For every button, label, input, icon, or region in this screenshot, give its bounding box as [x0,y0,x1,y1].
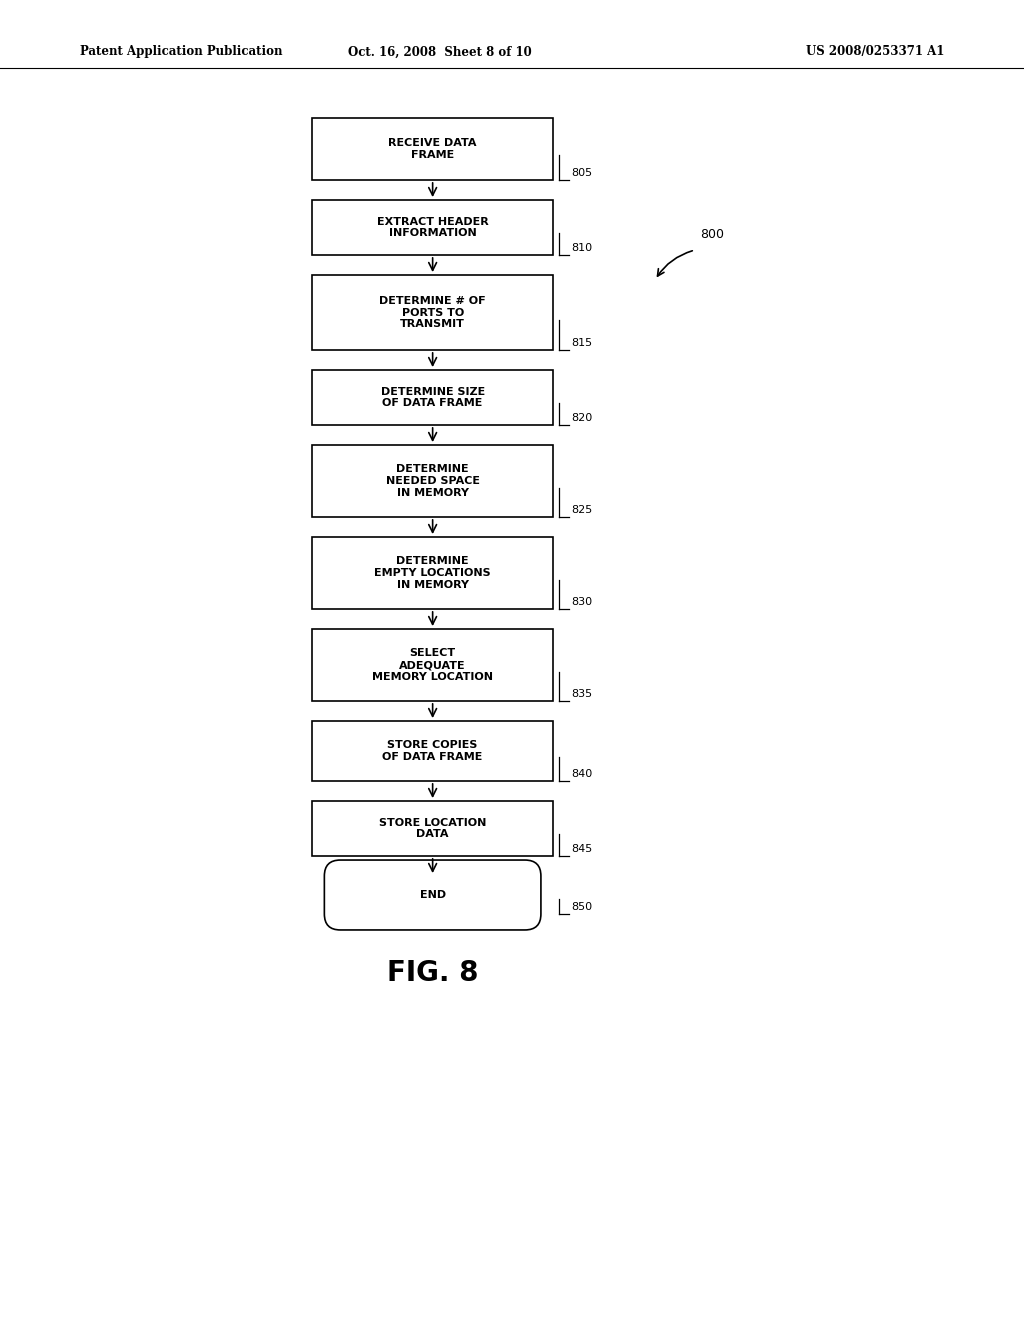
Text: 850: 850 [571,902,592,912]
Text: STORE COPIES
OF DATA FRAME: STORE COPIES OF DATA FRAME [382,741,483,762]
Bar [312,721,553,781]
Bar [312,801,553,855]
Text: US 2008/0253371 A1: US 2008/0253371 A1 [806,45,944,58]
Text: 830: 830 [571,597,592,607]
Text: SELECT
ADEQUATE
MEMORY LOCATION: SELECT ADEQUATE MEMORY LOCATION [372,648,494,681]
Bar [312,537,553,609]
Text: 800: 800 [700,228,724,242]
Text: 820: 820 [571,413,592,422]
Text: 810: 810 [571,243,592,253]
Text: DETERMINE
EMPTY LOCATIONS
IN MEMORY: DETERMINE EMPTY LOCATIONS IN MEMORY [375,557,490,590]
Text: END: END [420,890,445,900]
Text: 805: 805 [571,168,592,178]
Bar [312,117,553,180]
Text: FIG. 8: FIG. 8 [387,960,478,987]
Text: STORE LOCATION
DATA: STORE LOCATION DATA [379,817,486,840]
Text: DETERMINE # OF
PORTS TO
TRANSMIT: DETERMINE # OF PORTS TO TRANSMIT [379,296,486,329]
Text: 815: 815 [571,338,592,348]
Text: 845: 845 [571,843,592,854]
Text: 840: 840 [571,770,592,779]
Bar [312,201,553,255]
Text: DETERMINE
NEEDED SPACE
IN MEMORY: DETERMINE NEEDED SPACE IN MEMORY [386,465,479,498]
Text: DETERMINE SIZE
OF DATA FRAME: DETERMINE SIZE OF DATA FRAME [381,387,484,408]
FancyBboxPatch shape [325,861,541,931]
Text: 835: 835 [571,689,592,700]
Text: 825: 825 [571,506,592,515]
Text: RECEIVE DATA
FRAME: RECEIVE DATA FRAME [388,139,477,160]
Text: EXTRACT HEADER
INFORMATION: EXTRACT HEADER INFORMATION [377,216,488,239]
Bar [312,445,553,517]
Text: Patent Application Publication: Patent Application Publication [80,45,283,58]
Text: Oct. 16, 2008  Sheet 8 of 10: Oct. 16, 2008 Sheet 8 of 10 [348,45,532,58]
Bar [312,370,553,425]
Bar [312,275,553,350]
Bar [312,630,553,701]
